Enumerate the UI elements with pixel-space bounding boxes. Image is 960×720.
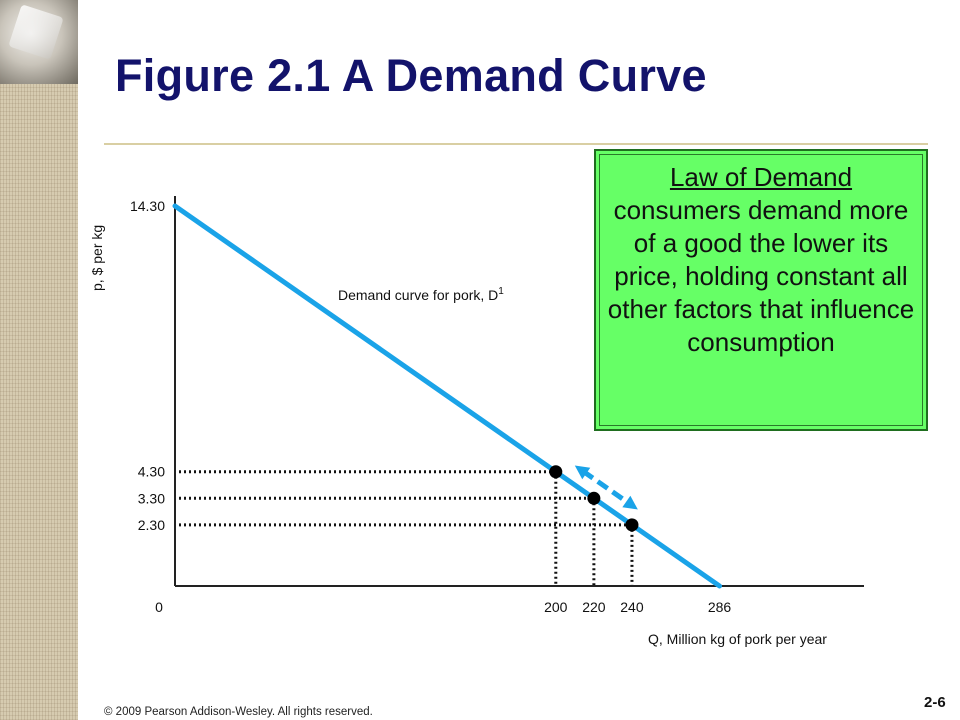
copyright-notice: © 2009 Pearson Addison-Wesley. All right… (104, 706, 373, 718)
y-tick-label-3: 2.30 (138, 517, 165, 533)
guide-lines (179, 470, 634, 586)
x-tick-label-0: 0 (155, 599, 163, 615)
series-label: Demand curve for pork, D1 (338, 286, 504, 303)
arrow-head-end (622, 495, 638, 510)
y-axis-label: p, $ per kg (89, 225, 105, 291)
points-layer (549, 465, 639, 532)
title-divider (104, 143, 928, 145)
x-tick-label-3: 240 (620, 599, 644, 615)
x-axis-label: Q, Million kg of pork per year (648, 631, 827, 647)
y-tick-label-0: 14.30 (130, 198, 165, 214)
data-point-1 (587, 491, 601, 505)
glass-cube-image (0, 0, 78, 84)
arrow-shaft (581, 469, 632, 506)
arrow-layer (574, 465, 638, 510)
data-point-2 (625, 518, 639, 532)
law-of-demand-callout: Law of Demand consumers demand more of a… (594, 149, 928, 431)
y-tick-label-2: 3.30 (138, 490, 165, 506)
x-tick-label-1: 200 (544, 599, 568, 615)
callout-heading: Law of Demand (669, 162, 853, 192)
callout-body: consumers demand more of a good the lowe… (607, 195, 915, 357)
x-tick-label-2: 220 (582, 599, 606, 615)
page-number: 2-6 (924, 694, 946, 711)
data-point-0 (549, 465, 563, 479)
decorative-side-strip (0, 0, 78, 720)
slide-title: Figure 2.1 A Demand Curve (115, 50, 707, 101)
ticks-layer: 0 200 220 240 286 14.30 4.30 3.30 2.30 (130, 198, 731, 615)
arrow-head-start (574, 465, 591, 480)
x-tick-label-4: 286 (708, 599, 732, 615)
y-tick-label-1: 4.30 (138, 464, 165, 480)
